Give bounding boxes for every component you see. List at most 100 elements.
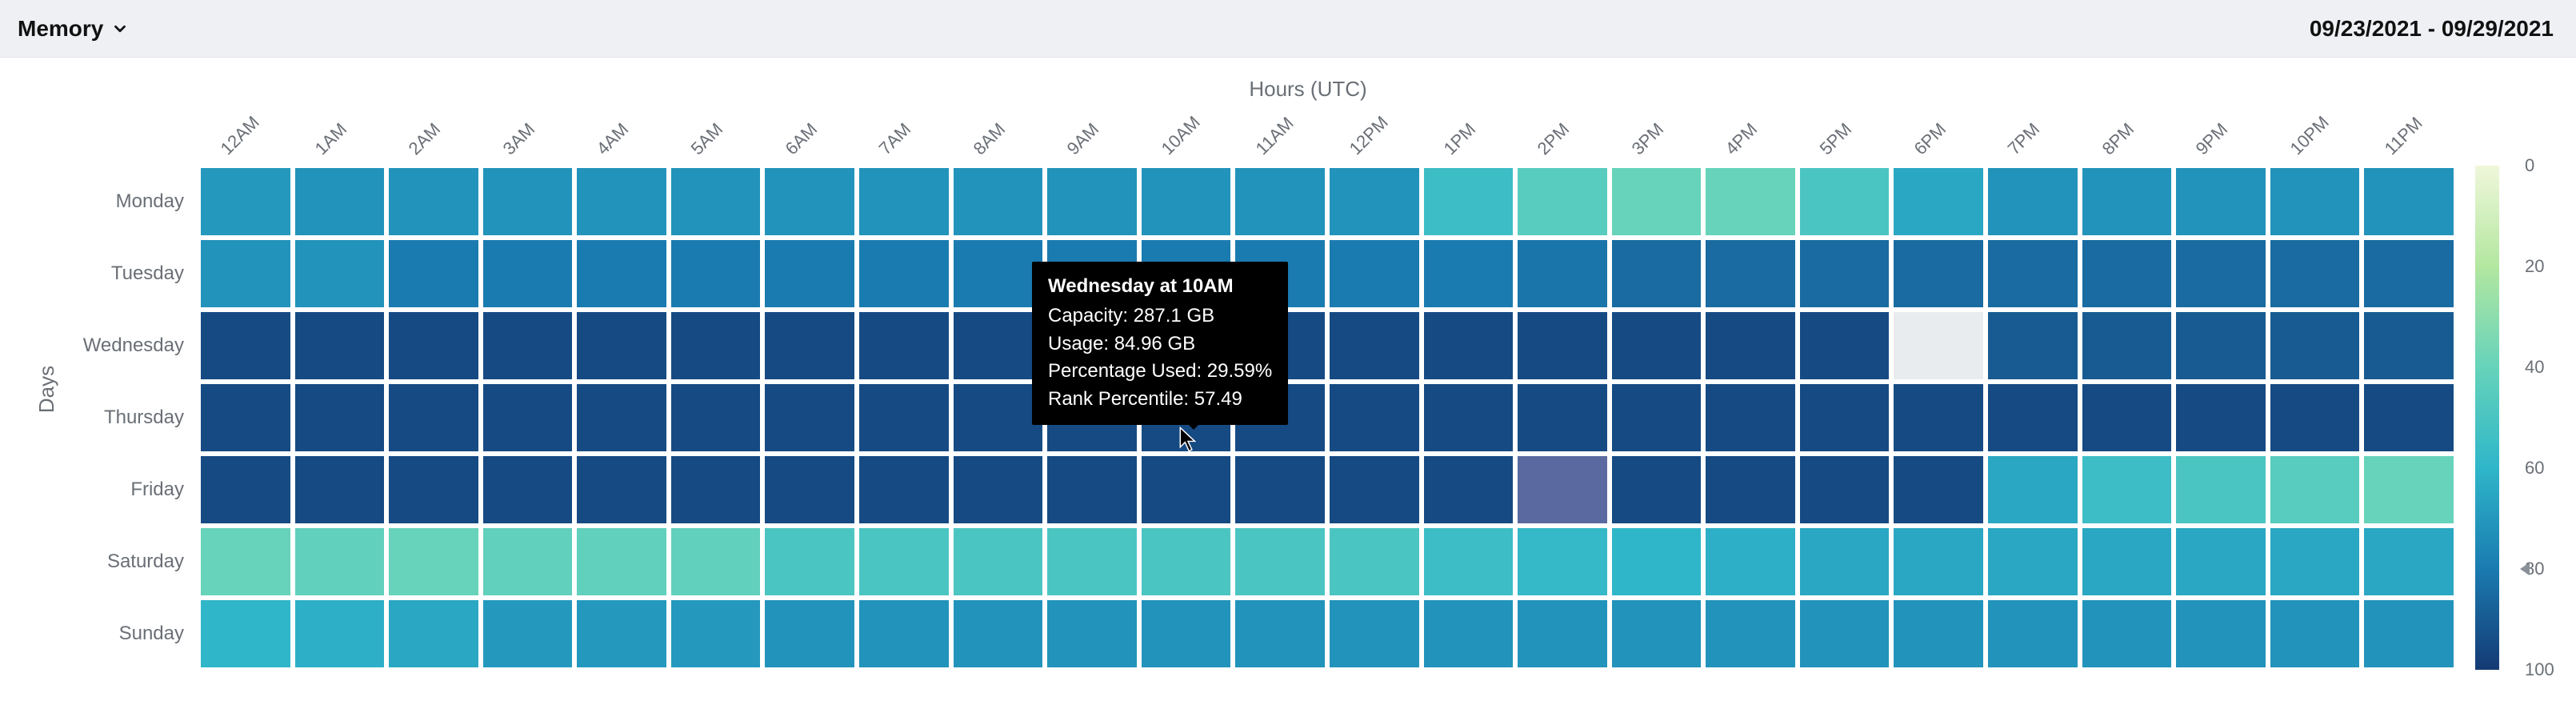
heatmap-cell[interactable] <box>201 528 290 595</box>
heatmap-cell[interactable] <box>954 456 1043 523</box>
heatmap-cell[interactable] <box>1612 240 1702 307</box>
heatmap-cell[interactable] <box>1894 312 1983 379</box>
heatmap-cell[interactable] <box>1235 456 1325 523</box>
heatmap-cell[interactable] <box>1800 168 1890 235</box>
heatmap-cell[interactable] <box>577 600 666 667</box>
heatmap-cell[interactable] <box>1142 384 1231 451</box>
heatmap-cell[interactable] <box>2176 384 2266 451</box>
heatmap-cell[interactable] <box>2082 312 2172 379</box>
heatmap-cell[interactable] <box>2082 384 2172 451</box>
heatmap-cell[interactable] <box>1800 384 1890 451</box>
heatmap-cell[interactable] <box>201 312 290 379</box>
heatmap-cell[interactable] <box>1330 312 1419 379</box>
heatmap-cell[interactable] <box>483 384 573 451</box>
heatmap-cell[interactable] <box>1518 600 1607 667</box>
heatmap-cell[interactable] <box>295 312 385 379</box>
heatmap-cell[interactable] <box>389 312 478 379</box>
heatmap-cell[interactable] <box>671 240 761 307</box>
heatmap-cell[interactable] <box>577 168 666 235</box>
heatmap-cell[interactable] <box>1518 240 1607 307</box>
heatmap-cell[interactable] <box>671 528 761 595</box>
heatmap-cell[interactable] <box>1518 384 1607 451</box>
heatmap-cell[interactable] <box>201 456 290 523</box>
heatmap-cell[interactable] <box>859 456 949 523</box>
heatmap-cell[interactable] <box>2364 456 2454 523</box>
heatmap-cell[interactable] <box>2270 384 2360 451</box>
heatmap-cell[interactable] <box>483 240 573 307</box>
heatmap-cell[interactable] <box>1612 600 1702 667</box>
heatmap-cell[interactable] <box>1706 240 1795 307</box>
heatmap-cell[interactable] <box>1047 168 1137 235</box>
heatmap-cell[interactable] <box>859 312 949 379</box>
heatmap-cell[interactable] <box>1894 528 1983 595</box>
heatmap-cell[interactable] <box>2270 168 2360 235</box>
heatmap-cell[interactable] <box>1235 240 1325 307</box>
heatmap-cell[interactable] <box>389 456 478 523</box>
heatmap-cell[interactable] <box>1800 600 1890 667</box>
heatmap-cell[interactable] <box>765 384 854 451</box>
heatmap-cell[interactable] <box>1988 600 2078 667</box>
heatmap-cell[interactable] <box>1518 312 1607 379</box>
heatmap-cell[interactable] <box>389 528 478 595</box>
heatmap-cell[interactable] <box>2082 240 2172 307</box>
heatmap-cell[interactable] <box>765 528 854 595</box>
heatmap-cell[interactable] <box>201 384 290 451</box>
heatmap-cell[interactable] <box>389 600 478 667</box>
date-range-picker[interactable]: 09/23/2021 - 09/29/2021 <box>2310 16 2554 42</box>
heatmap-cell[interactable] <box>954 600 1043 667</box>
heatmap-cell[interactable] <box>2364 384 2454 451</box>
heatmap-cell[interactable] <box>859 240 949 307</box>
heatmap-cell[interactable] <box>1518 456 1607 523</box>
heatmap-cell[interactable] <box>671 312 761 379</box>
heatmap-cell[interactable] <box>1424 240 1514 307</box>
heatmap-cell[interactable] <box>1047 600 1137 667</box>
heatmap-cell[interactable] <box>765 456 854 523</box>
heatmap-cell[interactable] <box>859 168 949 235</box>
heatmap-cell[interactable] <box>1235 312 1325 379</box>
heatmap-cell[interactable] <box>1706 600 1795 667</box>
heatmap-cell[interactable] <box>1894 600 1983 667</box>
heatmap-cell[interactable] <box>1988 312 2078 379</box>
heatmap-cell[interactable] <box>483 312 573 379</box>
heatmap-cell[interactable] <box>1988 168 2078 235</box>
heatmap-cell[interactable] <box>295 528 385 595</box>
heatmap-cell[interactable] <box>765 312 854 379</box>
heatmap-cell[interactable] <box>1988 528 2078 595</box>
heatmap-cell[interactable] <box>295 600 385 667</box>
heatmap-cell[interactable] <box>1612 528 1702 595</box>
heatmap-cell[interactable] <box>1047 528 1137 595</box>
heatmap-cell[interactable] <box>1894 168 1983 235</box>
heatmap-cell[interactable] <box>1330 168 1419 235</box>
heatmap-cell[interactable] <box>1047 240 1137 307</box>
heatmap-cell[interactable] <box>2176 240 2266 307</box>
heatmap-cell[interactable] <box>1894 240 1983 307</box>
heatmap-cell[interactable] <box>1706 456 1795 523</box>
heatmap-cell[interactable] <box>1800 312 1890 379</box>
heatmap-cell[interactable] <box>1988 240 2078 307</box>
heatmap-cell[interactable] <box>859 600 949 667</box>
heatmap-cell[interactable] <box>1330 600 1419 667</box>
heatmap-cell[interactable] <box>1142 312 1231 379</box>
heatmap-cell[interactable] <box>2176 456 2266 523</box>
heatmap-cell[interactable] <box>2082 168 2172 235</box>
heatmap-cell[interactable] <box>1235 528 1325 595</box>
heatmap-cell[interactable] <box>389 384 478 451</box>
heatmap-cell[interactable] <box>2082 600 2172 667</box>
heatmap-cell[interactable] <box>201 240 290 307</box>
heatmap-cell[interactable] <box>2364 168 2454 235</box>
heatmap-cell[interactable] <box>671 456 761 523</box>
heatmap-cell[interactable] <box>389 240 478 307</box>
heatmap-cell[interactable] <box>1424 384 1514 451</box>
heatmap-cell[interactable] <box>1330 528 1419 595</box>
heatmap-cell[interactable] <box>1612 312 1702 379</box>
heatmap-cell[interactable] <box>1142 456 1231 523</box>
heatmap-cell[interactable] <box>1235 168 1325 235</box>
heatmap-cell[interactable] <box>671 600 761 667</box>
heatmap-cell[interactable] <box>295 384 385 451</box>
heatmap-cell[interactable] <box>2364 528 2454 595</box>
heatmap-cell[interactable] <box>859 528 949 595</box>
heatmap-cell[interactable] <box>2082 456 2172 523</box>
heatmap-cell[interactable] <box>577 384 666 451</box>
heatmap-cell[interactable] <box>483 456 573 523</box>
heatmap-cell[interactable] <box>859 384 949 451</box>
